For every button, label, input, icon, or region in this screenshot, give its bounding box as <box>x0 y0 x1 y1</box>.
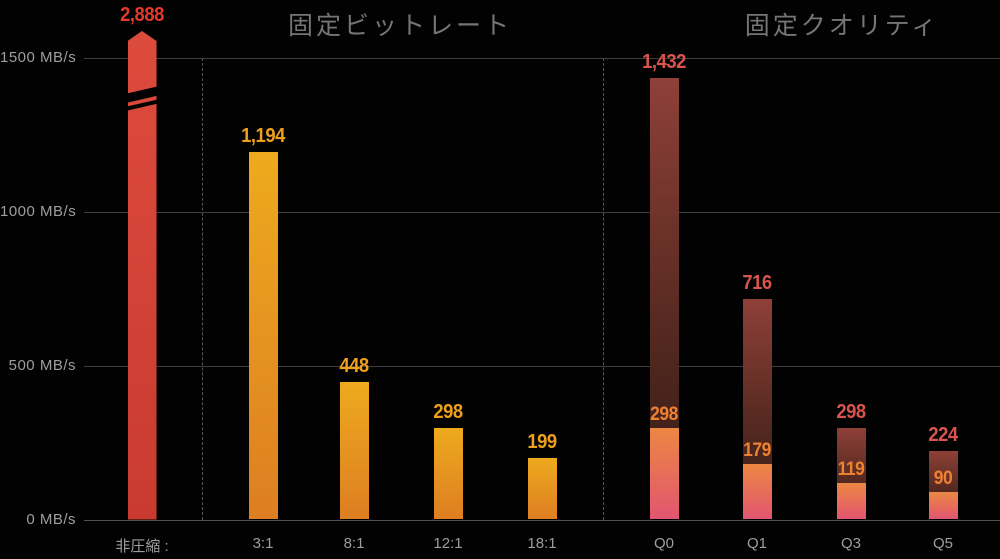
x-axis-label-:: 非圧縮 : <box>115 538 169 555</box>
y-axis-label-500: 500 MB/s <box>8 356 76 374</box>
value-label-224: 224 <box>928 423 958 446</box>
value-label-298: 298 <box>836 400 866 423</box>
bar-3:1 <box>248 151 278 520</box>
x-axis-label-Q0: Q0 <box>653 535 675 552</box>
value-label-199: 199 <box>527 431 557 454</box>
gridline-0 <box>84 519 1000 521</box>
bar-8:1 <box>339 381 369 520</box>
bar-inner-segment-90 <box>928 491 958 520</box>
bar-: <box>127 31 157 520</box>
inner-value-label-298: 298 <box>650 403 678 425</box>
y-axis-label-1000: 1000 MB/s <box>0 202 77 220</box>
x-axis-label-18:1: 18:1 <box>527 535 557 552</box>
value-label-1432: 1,432 <box>642 51 686 74</box>
inner-value-label-119: 119 <box>837 458 865 480</box>
group-separator-0 <box>202 57 203 520</box>
x-axis-label-8:1: 8:1 <box>343 535 365 552</box>
x-axis-label-Q3: Q3 <box>840 535 862 552</box>
group-title-fixed-bitrate: 固定ビットレート <box>287 12 513 40</box>
x-axis-label-3:1: 3:1 <box>252 535 274 552</box>
bar-inner-segment-119 <box>836 482 866 520</box>
group-separator-1 <box>603 57 604 520</box>
bar-inner-segment-179 <box>742 464 772 520</box>
value-label-448: 448 <box>339 354 369 377</box>
inner-value-label-179: 179 <box>743 440 771 462</box>
axis-break-mark <box>121 85 163 112</box>
y-axis-label-0: 0 MB/s <box>26 510 76 528</box>
value-label-2888: 2,888 <box>120 4 164 26</box>
y-axis-label-1500: 1500 MB/s <box>0 48 77 66</box>
gridline-1000 <box>84 211 1000 213</box>
gridline-500 <box>84 365 1000 367</box>
bar-12:1 <box>433 427 463 520</box>
bar-18:1 <box>527 458 557 520</box>
value-label-298: 298 <box>433 400 463 423</box>
value-label-1194: 1,194 <box>241 124 285 147</box>
bar-inner-segment-298 <box>649 427 679 520</box>
gridline-1500 <box>84 57 1000 59</box>
value-label-716: 716 <box>742 271 772 294</box>
inner-value-label-90: 90 <box>933 467 953 489</box>
x-axis-label-Q5: Q5 <box>932 535 954 552</box>
x-axis-label-12:1: 12:1 <box>433 535 463 552</box>
x-axis-label-Q1: Q1 <box>746 535 768 552</box>
group-title-fixed-quality: 固定クオリティ <box>744 12 940 40</box>
